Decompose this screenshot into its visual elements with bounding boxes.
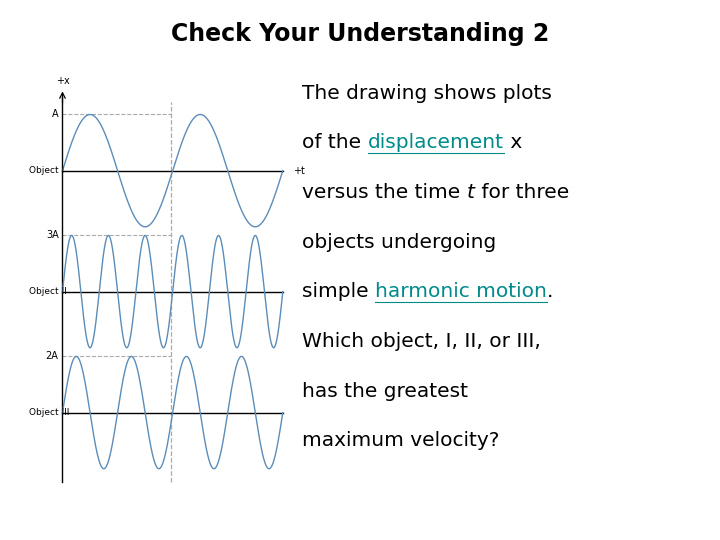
- Text: Check Your Understanding 2: Check Your Understanding 2: [171, 22, 549, 45]
- Text: +t: +t: [293, 166, 305, 176]
- Text: has the greatest: has the greatest: [302, 382, 469, 401]
- Text: +x: +x: [55, 76, 69, 86]
- Text: The drawing shows plots: The drawing shows plots: [302, 84, 552, 103]
- Text: for three: for three: [475, 183, 569, 202]
- Text: x: x: [504, 133, 522, 152]
- Text: Object III: Object III: [29, 408, 69, 417]
- Text: 2A: 2A: [46, 352, 58, 361]
- Text: 3A: 3A: [46, 231, 58, 240]
- Text: objects undergoing: objects undergoing: [302, 233, 497, 252]
- Text: Which object, I, II, or III,: Which object, I, II, or III,: [302, 332, 541, 351]
- Text: harmonic motion: harmonic motion: [375, 282, 547, 301]
- Text: A: A: [52, 110, 58, 119]
- Text: Object I: Object I: [29, 166, 64, 175]
- Text: displacement: displacement: [368, 133, 504, 152]
- Text: t: t: [467, 183, 475, 202]
- Text: of the: of the: [302, 133, 368, 152]
- Text: .: .: [547, 282, 554, 301]
- Text: versus the time: versus the time: [302, 183, 467, 202]
- Text: maximum velocity?: maximum velocity?: [302, 431, 500, 450]
- Text: simple: simple: [302, 282, 375, 301]
- Text: Object II: Object II: [29, 287, 66, 296]
